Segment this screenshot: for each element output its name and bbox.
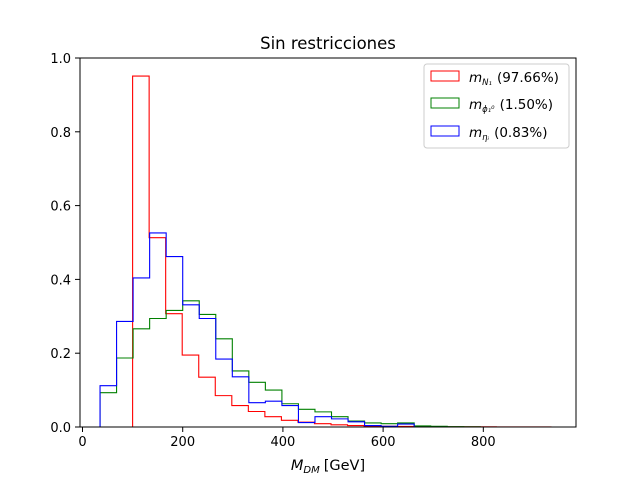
x-tick-label: 800: [471, 435, 496, 450]
legend-label-eta-main: m: [469, 125, 482, 141]
legend-label-phi-sub: ϕ₁⁰: [482, 105, 495, 115]
legend-label-n1-main: m: [469, 70, 482, 86]
x-axis-label-sub: DM: [303, 465, 320, 476]
y-axis: 0.0 0.2 0.4 0.6 0.8 1.0: [50, 52, 80, 436]
legend-label-eta-pct: (0.83%): [494, 125, 547, 141]
y-tick-label: 0.6: [50, 200, 71, 215]
legend-label-n1: mN₁ (97.66%): [469, 70, 559, 88]
x-tick-label: 600: [371, 435, 396, 450]
legend-label-phi: mϕ₁⁰ (1.50%): [469, 97, 553, 115]
x-axis-label-main: M: [291, 458, 304, 474]
legend-label-phi-pct: (1.50%): [500, 97, 553, 113]
series-phi: [99, 300, 481, 428]
legend-label-eta-sub: ηᵢ: [482, 133, 489, 143]
legend-swatch-phi: [430, 97, 460, 109]
legend: mN₁ (97.66%) mϕ₁⁰ (1.50%) mηᵢ (0.83%): [423, 63, 570, 149]
legend-swatch-eta: [430, 125, 460, 137]
y-tick-label: 1.0: [50, 52, 71, 67]
y-tick-label: 0.4: [50, 273, 71, 288]
y-tick-label: 0.2: [50, 347, 71, 362]
x-tick-label: 200: [170, 435, 195, 450]
legend-entry-phi: mϕ₁⁰ (1.50%): [430, 97, 553, 115]
legend-label-n1-sub: N₁: [482, 78, 492, 88]
legend-swatch-n1: [430, 70, 460, 82]
legend-entry-eta: mηᵢ (0.83%): [430, 125, 547, 143]
legend-label-eta: mηᵢ (0.83%): [469, 125, 547, 143]
histogram-step-eta: [99, 232, 415, 427]
x-tick-label: 400: [270, 435, 295, 450]
y-tick-label: 0.0: [50, 421, 71, 436]
axes-frame: [79, 57, 577, 428]
x-tick-label: 0: [78, 435, 86, 450]
histogram-step-phi: [99, 300, 481, 428]
chart-title: Sin restricciones: [260, 34, 396, 53]
x-axis: 0 200 400 600 800: [78, 427, 496, 450]
y-tick-label: 0.8: [50, 126, 71, 141]
x-axis-label-unit: [GeV]: [324, 458, 365, 474]
legend-frame: [423, 63, 570, 149]
legend-entry-n1: mN₁ (97.66%): [430, 70, 559, 88]
x-axis-label: MDM [GeV]: [291, 458, 365, 476]
series-eta: [99, 232, 415, 427]
legend-label-phi-main: m: [469, 97, 482, 113]
legend-label-n1-pct: (97.66%): [497, 70, 559, 86]
